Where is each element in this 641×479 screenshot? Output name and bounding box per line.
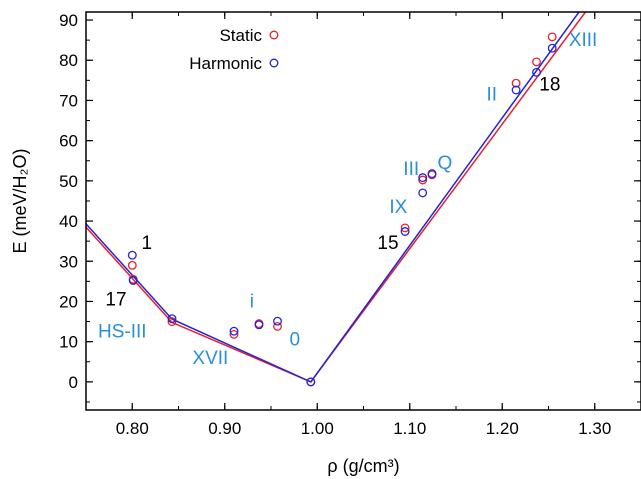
static-point bbox=[400, 223, 410, 233]
y-tick-label: 90 bbox=[59, 11, 78, 30]
y-tick-label: 30 bbox=[59, 252, 78, 271]
phase-label: XIII bbox=[569, 30, 598, 51]
plot-frame bbox=[85, 11, 641, 411]
harmonic-point bbox=[532, 67, 541, 77]
phase-label: IX bbox=[389, 197, 407, 218]
harmonic-point bbox=[128, 276, 138, 285]
static-point bbox=[167, 317, 177, 327]
x-tick-label: 1.00 bbox=[301, 419, 334, 438]
phase-label: 1 bbox=[142, 233, 153, 254]
harmonic-point bbox=[127, 250, 137, 260]
static-point bbox=[229, 329, 239, 339]
harmonic-point bbox=[306, 377, 316, 387]
x-tick-label: 1.20 bbox=[486, 419, 519, 438]
phase-label: Q bbox=[438, 153, 453, 174]
y-tick-label: 20 bbox=[59, 292, 78, 311]
x-tick-label: 1.30 bbox=[578, 419, 611, 438]
legend-label: Harmonic bbox=[189, 54, 262, 73]
x-tick-label: 0.90 bbox=[208, 419, 241, 438]
phase-label: II bbox=[487, 84, 498, 105]
harmonic-point bbox=[418, 188, 428, 198]
harmonic-point bbox=[511, 85, 521, 95]
y-tick-label: 0 bbox=[69, 373, 78, 392]
phase-label: i bbox=[250, 292, 254, 313]
phase-label: 15 bbox=[377, 233, 398, 254]
static-point bbox=[418, 175, 428, 185]
harmonic-point bbox=[167, 314, 177, 324]
legend: Static Harmonic bbox=[189, 26, 279, 73]
static-point bbox=[547, 32, 557, 42]
static-point bbox=[532, 57, 541, 67]
harmonic-fit-line bbox=[86, 12, 580, 383]
legend-marker bbox=[269, 58, 279, 68]
harmonic-point bbox=[229, 326, 239, 336]
phase-label: 0 bbox=[290, 330, 301, 351]
harmonic-point bbox=[418, 173, 428, 183]
legend-marker bbox=[269, 30, 279, 40]
y-tick-label: 10 bbox=[59, 333, 78, 352]
y-tick-label: 50 bbox=[59, 172, 78, 191]
static-point bbox=[127, 260, 137, 270]
phase-label: HS-III bbox=[98, 322, 147, 343]
data-points bbox=[127, 32, 557, 387]
x-axis-ticks: 0.80 0.90 1.00 1.10 1.20 1.30 bbox=[85, 12, 641, 438]
static-point bbox=[511, 78, 521, 88]
x-axis-title: ρ (g/cm³) bbox=[327, 456, 399, 476]
static-fit-line bbox=[86, 12, 587, 383]
phase-label: XVII bbox=[192, 348, 228, 369]
y-tick-label: 80 bbox=[59, 51, 78, 70]
y-tick-label: 60 bbox=[59, 132, 78, 151]
y-tick-label: 70 bbox=[59, 91, 78, 110]
x-tick-label: 0.80 bbox=[116, 419, 149, 438]
x-tick-label: 1.10 bbox=[393, 419, 426, 438]
harmonic-point bbox=[400, 227, 410, 236]
phase-label: III bbox=[403, 159, 419, 180]
harmonic-point bbox=[427, 169, 437, 179]
harmonic-point bbox=[254, 320, 264, 330]
phase-label: 17 bbox=[105, 290, 126, 311]
y-tick-label: 40 bbox=[59, 212, 78, 231]
y-axis-title: E (meV/H₂O) bbox=[10, 149, 30, 254]
phase-label: 18 bbox=[539, 74, 560, 95]
fit-lines bbox=[86, 12, 587, 383]
harmonic-point bbox=[547, 43, 557, 53]
static-point bbox=[273, 321, 282, 331]
phase-labels: 1 17 HS-III XVII i 0 15 IX III Q II 18 XIII bbox=[98, 30, 597, 369]
harmonic-point bbox=[273, 316, 282, 326]
legend-label: Static bbox=[219, 26, 262, 45]
